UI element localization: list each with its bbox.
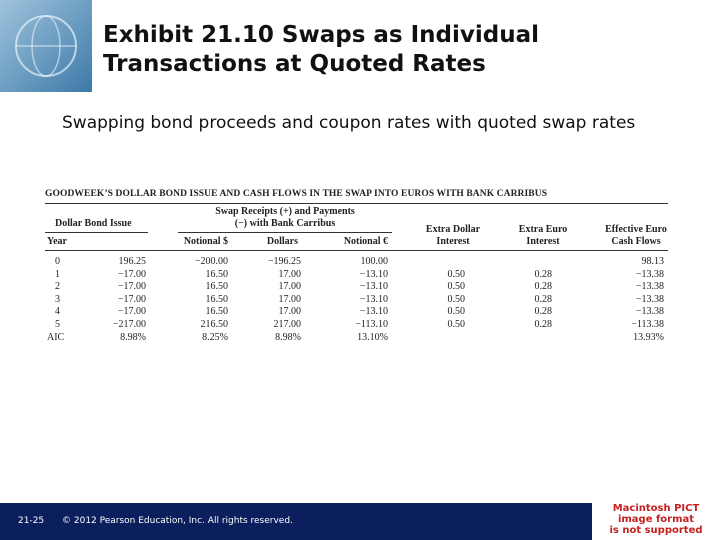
table-cell: 13.93% <box>633 331 664 343</box>
subtitle: Swapping bond proceeds and coupon rates … <box>62 113 636 133</box>
rule <box>45 250 668 251</box>
table-cell: 216.50 <box>200 319 229 330</box>
table-cell: 196.25 <box>118 256 147 267</box>
table-cell: −13.10 <box>359 268 388 280</box>
table-cell: −17.00 <box>117 268 146 280</box>
rule <box>45 203 668 204</box>
table-cell: −113.38 <box>631 319 664 330</box>
table-cell: −17.00 <box>117 281 146 293</box>
table-cell: −13.10 <box>359 293 388 305</box>
table-cell: 3 <box>55 293 60 305</box>
column-header: Year <box>47 236 67 247</box>
table-cell: 0.50 <box>447 268 466 280</box>
table-cell: 0.50 <box>447 319 466 330</box>
logo-image <box>0 0 92 92</box>
table-cell: 16.50 <box>205 306 229 318</box>
table-cell: 17.00 <box>278 268 302 280</box>
table-cell: 100.00 <box>360 256 389 267</box>
table-cell: −13.38 <box>635 306 664 318</box>
table-cell: 17.00 <box>278 281 302 293</box>
table-cell: AIC <box>47 331 65 343</box>
table-cell: 17.00 <box>278 293 302 305</box>
table-cell: −217.00 <box>112 319 146 330</box>
table-cell: 0.28 <box>534 268 553 280</box>
table-cell: 8.98% <box>120 331 146 343</box>
column-header: Notional $ <box>183 236 228 247</box>
table-cell: 0 <box>55 256 60 267</box>
placeholder-text: image format <box>617 514 695 525</box>
group-header: Interest <box>436 236 470 247</box>
group-header: Cash Flows <box>611 236 661 247</box>
column-header: Dollars <box>266 236 298 247</box>
copyright: © 2012 Pearson Education, Inc. All right… <box>62 516 293 526</box>
placeholder-text: Macintosh PICT <box>612 503 700 514</box>
placeholder-text: is not supported <box>609 525 703 536</box>
group-header: Extra Dollar <box>425 224 481 235</box>
group-header: Extra Euro <box>518 224 568 235</box>
title-line: Exhibit 21.10 Swaps as Individual <box>103 22 540 48</box>
group-header: Dollar Bond Issue <box>55 218 132 229</box>
table-cell: 0.28 <box>534 293 553 305</box>
table-title: GOODWEEK’S DOLLAR BOND ISSUE AND CASH FL… <box>45 189 548 199</box>
table-cell: −200.00 <box>194 256 228 267</box>
column-header: Notional € <box>343 236 388 247</box>
table-cell: −113.10 <box>355 319 388 330</box>
title-line: Transactions at Quoted Rates <box>103 51 486 77</box>
table-cell: −13.10 <box>359 306 388 318</box>
table-cell: −13.38 <box>635 293 664 305</box>
table-cell: 17.00 <box>278 306 302 318</box>
table-cell: 1 <box>55 268 60 280</box>
group-header: Swap Receipts (+) and Payments <box>215 206 355 217</box>
table-cell: −196.25 <box>267 256 301 267</box>
group-header: (−) with Bank Carribus <box>234 218 336 229</box>
table-cell: 16.50 <box>205 281 229 293</box>
table-cell: −13.38 <box>635 268 664 280</box>
table-cell: 8.25% <box>202 331 228 343</box>
table-cell: 5 <box>55 319 60 330</box>
table-cell: 2 <box>55 281 60 293</box>
table-cell: 98.13 <box>641 256 665 267</box>
table-cell: 4 <box>55 306 60 318</box>
page-number: 21-25 <box>18 516 45 526</box>
table-cell: 13.10% <box>357 331 388 343</box>
group-header: Interest <box>526 236 560 247</box>
table-cell: 0.50 <box>447 293 466 305</box>
table-cell: 217.00 <box>273 319 302 330</box>
table-cell: −17.00 <box>117 306 146 318</box>
footer-bar <box>0 503 592 540</box>
rule <box>45 232 148 233</box>
table-cell: −13.38 <box>635 281 664 293</box>
table-cell: 0.28 <box>534 281 553 293</box>
table-cell: 16.50 <box>205 268 229 280</box>
table-cell: −17.00 <box>117 293 146 305</box>
group-header: Effective Euro <box>605 224 667 235</box>
rule <box>178 232 392 233</box>
table-cell: 0.28 <box>534 319 553 330</box>
table-cell: 0.28 <box>534 306 553 318</box>
image-placeholder: Macintosh PICT image format is not suppo… <box>592 503 720 540</box>
table-cell: 0.50 <box>447 306 466 318</box>
table-cell: 16.50 <box>205 293 229 305</box>
table-cell: 8.98% <box>275 331 301 343</box>
table-cell: 0.50 <box>447 281 466 293</box>
table-cell: −13.10 <box>359 281 388 293</box>
